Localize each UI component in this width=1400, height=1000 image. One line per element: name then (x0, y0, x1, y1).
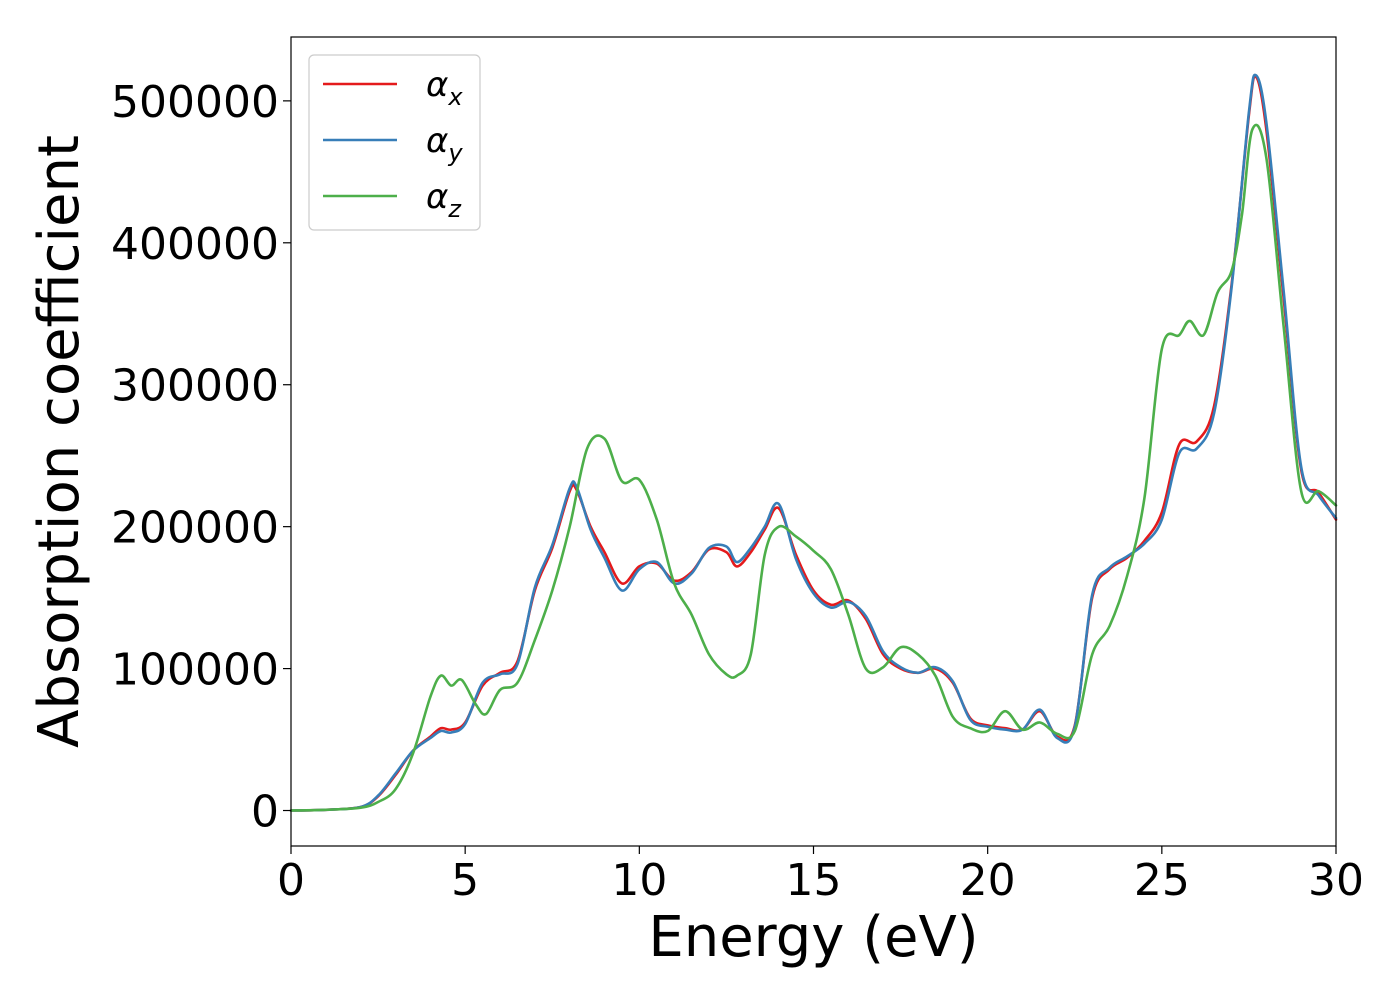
legend-box (308, 54, 481, 231)
x-tick-label: 30 (1308, 855, 1364, 906)
x-tick-label: 10 (611, 855, 667, 906)
legend-label-y: αy (426, 121, 463, 167)
x-tick-label: 0 (277, 855, 305, 906)
y-tick-label: 300000 (111, 361, 279, 412)
y-tick-label: 500000 (111, 77, 279, 128)
y-axis-label: Absorption coefficient (27, 135, 92, 748)
y-tick-label: 0 (251, 787, 279, 838)
x-tick-label: 15 (786, 855, 842, 906)
series-line-z (289, 123, 1338, 812)
series-line-y (289, 73, 1338, 812)
y-tick-label: 200000 (111, 503, 279, 554)
legend: αx αy αz (308, 54, 481, 231)
y-tick-label: 400000 (111, 219, 279, 270)
y-tick-label: 100000 (111, 645, 279, 696)
x-tick-label: 5 (451, 855, 479, 906)
x-tick-label: 20 (960, 855, 1016, 906)
x-tick-label: 25 (1134, 855, 1190, 906)
x-axis-label: Energy (eV) (648, 905, 978, 970)
y-axis-ticks: 0 100000 200000 300000 400000 500000 (111, 77, 291, 838)
series-layer (289, 73, 1338, 812)
legend-label-z: αz (426, 177, 462, 223)
legend-label-x: αx (426, 65, 463, 111)
x-axis-ticks: 0 5 10 15 20 25 30 (277, 846, 1364, 906)
